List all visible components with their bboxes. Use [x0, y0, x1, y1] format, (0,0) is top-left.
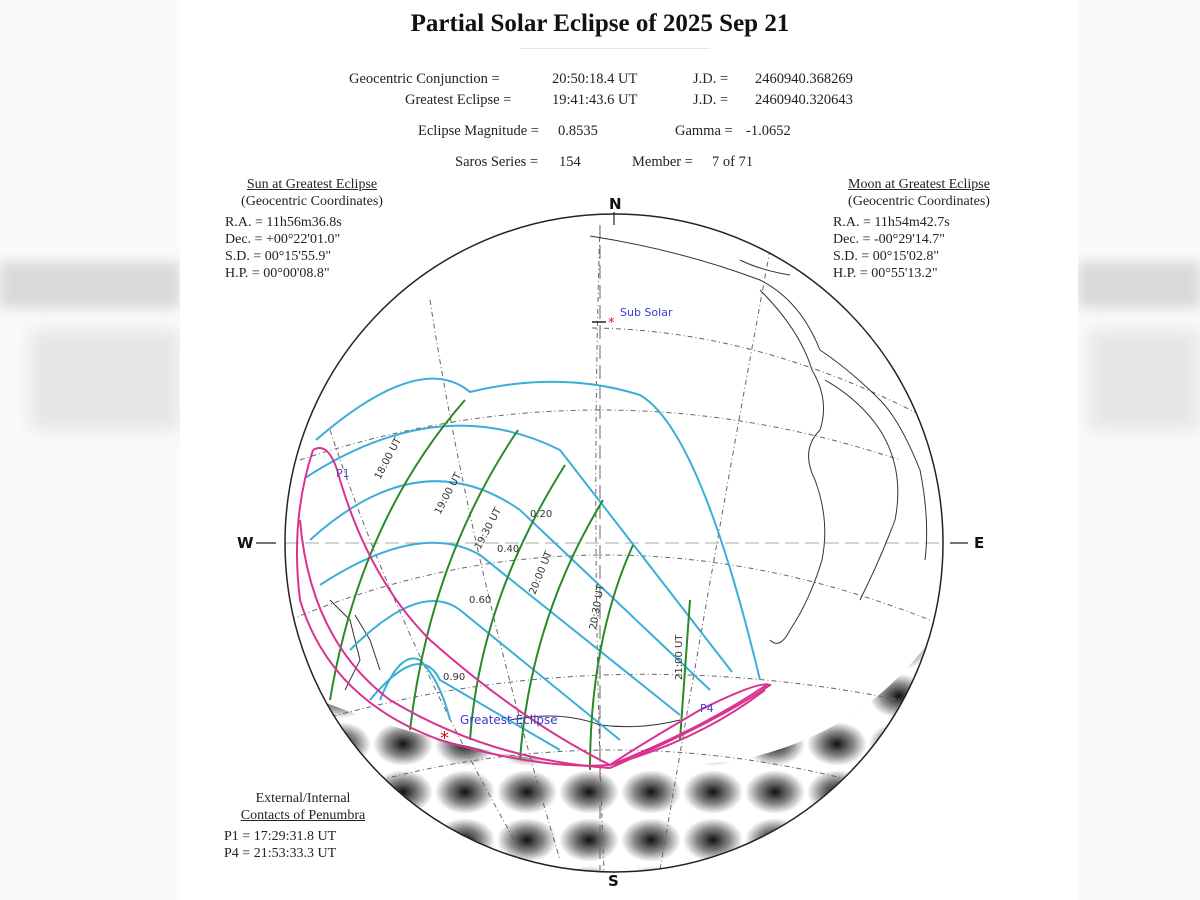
moon-row-ra: R.A. = 11h54m42.7s	[833, 215, 950, 230]
svg-text:20:00 UT: 20:00 UT	[528, 549, 556, 596]
contact-row-p4: P4 = 21:53:33.3 UT	[224, 846, 337, 861]
saros-value: 154	[559, 154, 581, 170]
svg-text:20:30 UT: 20:30 UT	[588, 583, 607, 631]
sun-info-block: Sun at Greatest Eclipse (Geocentric Coor…	[212, 176, 412, 282]
greatest-eclipse-label: Greatest Eclipse	[460, 713, 558, 727]
member-label: Member =	[632, 154, 693, 170]
greatest-jd-label: J.D. =	[693, 92, 729, 108]
blurred-background-left	[0, 0, 180, 900]
svg-text:*: *	[608, 316, 615, 331]
coastlines	[329, 235, 928, 728]
svg-text:18:00 UT: 18:00 UT	[373, 435, 404, 481]
gamma-value: -1.0652	[746, 123, 791, 139]
svg-text:0.20: 0.20	[530, 509, 552, 520]
moon-row-sd: S.D. = 00°15'02.8"	[833, 249, 940, 264]
moon-info-block: Moon at Greatest Eclipse (Geocentric Coo…	[814, 176, 1024, 282]
sun-row-sd: S.D. = 00°15'55.9"	[225, 249, 332, 264]
blurred-background-right	[1078, 0, 1200, 900]
time-lines	[329, 399, 691, 771]
moon-subheading: (Geocentric Coordinates)	[848, 194, 990, 209]
penumbra-limits	[295, 447, 772, 770]
magnitude-label: Eclipse Magnitude =	[418, 123, 539, 139]
sub-solar-marker: *	[592, 316, 615, 331]
conjunction-label: Geocentric Conjunction =	[349, 71, 500, 87]
magnitude-lines	[304, 377, 761, 751]
svg-text:0.60: 0.60	[469, 595, 491, 606]
compass-north: N	[609, 195, 622, 213]
sun-subheading: (Geocentric Coordinates)	[241, 194, 383, 209]
saros-label: Saros Series =	[455, 154, 539, 170]
magnitude-labels: 0.20 0.40 0.60 0.90	[443, 509, 552, 683]
graticule	[285, 224, 942, 871]
sub-solar-label: Sub Solar	[620, 306, 673, 319]
sun-row-ra: R.A. = 11h56m36.8s	[225, 215, 342, 230]
compass-west: W	[237, 534, 254, 552]
eclipse-diagram-panel	[180, 0, 1078, 900]
title-divider	[520, 48, 710, 49]
compass-south: S	[608, 872, 619, 890]
night-shading	[285, 610, 943, 872]
greatest-eclipse-marker: *	[440, 728, 449, 749]
greatest-label: Greatest Eclipse =	[405, 92, 512, 108]
sun-row-hp: H.P. = 00°00'08.8"	[225, 266, 330, 281]
sun-row-dec: Dec. = +00°22'01.0"	[225, 232, 341, 247]
sun-heading: Sun at Greatest Eclipse	[246, 177, 378, 192]
greatest-time: 19:41:43.6 UT	[552, 92, 638, 108]
contacts-heading-2: Contacts of Penumbra	[240, 808, 366, 823]
contacts-info-block: External/Internal Contacts of Penumbra P…	[218, 790, 388, 862]
gamma-label: Gamma =	[675, 123, 733, 139]
member-value: 7 of 71	[712, 154, 754, 170]
time-line-labels: 18:00 UT 19:00 UT 19:30 UT 20:00 UT 20:3…	[373, 435, 685, 680]
conjunction-time: 20:50:18.4 UT	[552, 71, 638, 87]
svg-text:0.90: 0.90	[443, 672, 465, 683]
contact-row-p1: P1 = 17:29:31.8 UT	[224, 829, 337, 844]
p1-label: P1	[336, 467, 350, 480]
moon-heading: Moon at Greatest Eclipse	[848, 177, 990, 192]
svg-text:19:00 UT: 19:00 UT	[433, 470, 464, 516]
globe-outline	[284, 213, 944, 873]
svg-text:0.40: 0.40	[497, 544, 519, 555]
greatest-jd: 2460940.320643	[755, 92, 853, 108]
compass-east: E	[974, 534, 985, 552]
p4-label: P4	[700, 702, 714, 715]
moon-row-dec: Dec. = -00°29'14.7"	[833, 232, 945, 247]
conjunction-jd-label: J.D. =	[693, 71, 729, 87]
contacts-heading-1: External/Internal	[255, 791, 351, 806]
magnitude-value: 0.8535	[558, 123, 598, 139]
moon-row-hp: H.P. = 00°55'13.2"	[833, 266, 938, 281]
conjunction-jd: 2460940.368269	[755, 71, 853, 87]
page-title: Partial Solar Eclipse of 2025 Sep 21	[410, 10, 790, 37]
svg-text:21:00 UT: 21:00 UT	[674, 634, 685, 680]
